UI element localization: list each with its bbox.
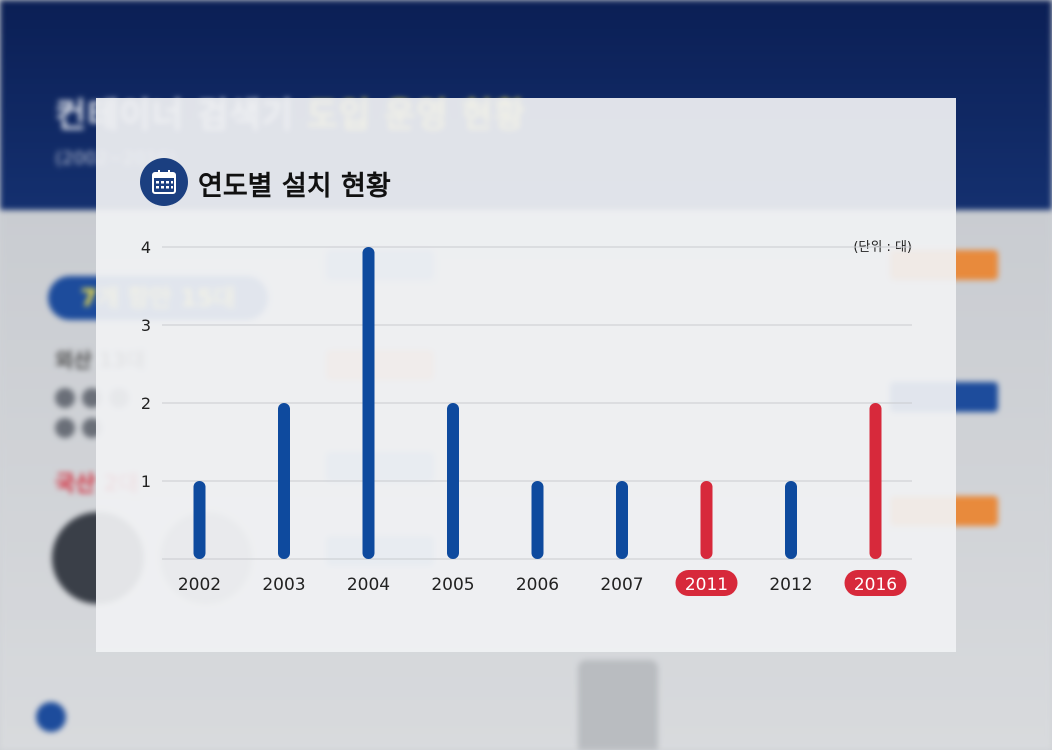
x-tick-highlight-pill [844,570,907,596]
x-tick-label: 2016 [854,575,897,595]
x-tick-label: 2004 [347,575,390,595]
background-dot [55,388,75,408]
y-tick-label: 4 [141,238,151,257]
x-tick-label: 2002 [178,575,221,595]
x-tick-label: 2011 [685,575,728,595]
background-shape [578,660,658,750]
background-dot [55,418,75,438]
x-tick-label: 2005 [431,575,474,595]
x-tick-label: 2003 [262,575,305,595]
x-tick-label: 2012 [769,575,812,595]
x-tick-label: 2007 [600,575,643,595]
chart-title: 연도별 설치 현황 [198,171,391,202]
y-tick-label: 2 [141,394,151,413]
x-tick-highlight-pill [675,570,738,596]
y-tick-label: 1 [141,472,151,491]
y-tick-label: 3 [141,316,151,335]
chart-card: 연도별 설치 현황 (단위 : 대) 1 2 3 4 2002 2003 2004 2005 2… [96,98,956,652]
calendar-icon [140,158,188,206]
x-tick-label: 2006 [516,575,559,595]
bar-chart: 1 2 3 4 2002 2003 2004 2005 2006 2007 2011 2012 2016 [141,238,912,596]
background-logo [36,702,66,732]
